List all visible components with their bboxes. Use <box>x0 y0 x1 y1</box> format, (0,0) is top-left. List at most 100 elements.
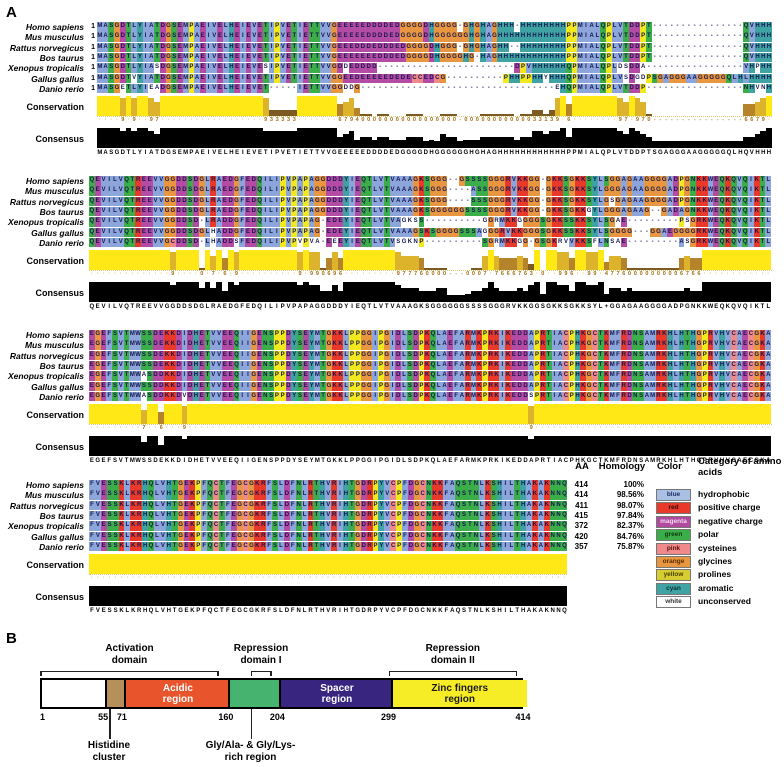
aa-count-value: 420 <box>574 531 588 541</box>
species-name: Mus musculus <box>24 340 84 351</box>
domain-region <box>105 680 126 707</box>
alignment-row: Gallus gallus E G E F S V T M W S S D D K K D I D H E T V V E E Q I… <box>0 381 784 392</box>
residue-number-tick: 160 <box>218 712 234 722</box>
alignment-row: Danio rerio F V E S S K L K R H Q L V H T G E K P F Q C T F E G C G K… <box>0 541 784 552</box>
species-name: Danio rerio <box>39 541 84 552</box>
aa-count-value: 414 <box>574 490 588 500</box>
domain-structure-diagram: B Acidic region Spacer region Zinc fingers re… <box>0 628 784 767</box>
residue-start-number: 1 <box>91 23 95 30</box>
color-swatch: blue <box>656 489 691 501</box>
domain-bracket-label: Repression domain II <box>425 643 481 666</box>
alignment-row: Mus musculus 1 M A S G D T L Y I A T D G S E M P A E I V E L H E I E… <box>0 32 784 42</box>
region-label: Spacer <box>320 682 354 694</box>
residue-start-number: 1 <box>91 84 95 92</box>
color-swatch: magenta <box>656 515 691 528</box>
consensus-histogram <box>97 128 772 149</box>
conservation-histogram <box>89 554 568 576</box>
alignment-row: Homo sapiens Q E V I L V Q T R E E V V G G D D S D G L R A E D G F E… <box>0 176 784 186</box>
conservation-histogram <box>89 404 772 426</box>
domain-bracket-label: Activation domain <box>105 643 154 666</box>
aa-count-value: 411 <box>575 500 588 510</box>
residue-start-number: 1 <box>91 74 95 82</box>
consensus-label: Consensus <box>35 442 84 453</box>
category-label: unconserved <box>698 596 751 607</box>
category-label: negative charge <box>698 515 763 526</box>
species-name: Homo sapiens <box>25 22 84 32</box>
aa-count-value: 372 <box>574 521 588 531</box>
species-name: Danio rerio <box>39 83 84 94</box>
consensus-label: Consensus <box>35 592 84 603</box>
alignment-row: Bos taurus Q E V I L V Q T R E E V V G G D D S D G L R A E D G F E D Q… <box>0 206 784 217</box>
category-label: cysteines <box>698 542 737 553</box>
species-name: Gallus gallus <box>31 73 84 84</box>
alignment-row: Homo sapiens F V E S S K L K R H Q L V H T G E K P F Q C T F E G C G… <box>0 480 784 490</box>
color-swatch: yellow <box>656 569 691 582</box>
legend-entry: white unconserved <box>656 596 784 609</box>
category-label: polar <box>698 529 719 540</box>
homology-percent-value: 82.37% <box>616 521 644 531</box>
region-label: Acidic <box>162 682 193 694</box>
domain-bracket <box>250 671 272 677</box>
alignment-row: Gallus gallus Q E V I L V Q T R E E V V G G D D S D G L H A D D G F… <box>0 227 784 238</box>
domain-region: Zinc fingers region <box>390 680 527 707</box>
alignment-row: Rattus norvegicus E G E F S V T M W S S D E K K D I D H E T V V… <box>0 350 784 361</box>
legend-entry: blue hydrophobic <box>656 489 784 501</box>
homology-percent-value: 98.56% <box>616 490 644 500</box>
species-name: Homo sapiens <box>25 480 84 490</box>
homology-column-header: Homology <box>598 461 646 472</box>
consensus-label: Consensus <box>35 134 84 145</box>
color-swatch: orange <box>656 556 691 568</box>
species-name: Rattus norvegicus <box>9 350 84 361</box>
homology-percent-value: 100% <box>623 480 644 489</box>
aa-column-header: AA <box>575 461 589 472</box>
conservation-scores: · · · · · · · · · · · · · · 9 · · · · 0 · 7 · 6 · 9 · · · · · · · · · · 9 · 9 9… <box>90 271 770 278</box>
species-name: Gallus gallus <box>31 381 84 392</box>
alignment-row: Xenopus tropicalis 1 M A S G D T L Y I A S D G S E M P A E I V… <box>0 63 784 73</box>
consensus-histogram <box>89 586 568 607</box>
region-label2: region <box>444 693 476 705</box>
species-name: Xenopus tropicalis <box>7 521 84 532</box>
callout-line <box>250 709 253 739</box>
alignment-block: Homo sapiens F V E S S K L K R H Q L V H T G E K P F Q C T F E G C G… <box>0 480 784 630</box>
species-name: Gallus gallus <box>31 227 84 238</box>
residue-start-number: 1 <box>91 64 95 72</box>
aa-count-value: 357 <box>574 541 588 551</box>
conservation-label: Conservation <box>26 256 84 267</box>
domain-region <box>42 680 106 707</box>
species-name: Bos taurus <box>39 360 84 371</box>
alignment-row: Mus musculus E G E F S V T M W S S D E K K D I D H E T V V E E Q I I… <box>0 340 784 350</box>
callout-label: Gly/Ala- & Gly/Lys-rich region <box>205 740 296 763</box>
alignment-row: Danio rerio 1 M A S G E T L Y I E A D G S E M P A E I V E L H E I E V… <box>0 83 784 94</box>
species-name: Rattus norvegicus <box>9 196 84 207</box>
species-name: Bos taurus <box>39 52 84 63</box>
domain-region: Acidic region <box>123 680 230 707</box>
category-label: positive charge <box>698 502 761 513</box>
color-swatch: white <box>656 596 691 609</box>
region-label2: region <box>321 693 353 705</box>
domain-bracket <box>388 671 518 677</box>
homology-percent-value: 97.84% <box>616 510 644 520</box>
species-name: Mus musculus <box>24 490 84 501</box>
species-name: Danio rerio <box>39 237 84 248</box>
alignment-row: Homo sapiens E G E F S V T M W S S D E K K D I D H E T V V E E Q I I… <box>0 330 784 340</box>
legend-entry: orange glycines <box>656 556 784 568</box>
residue-number-tick: 55 <box>98 712 109 722</box>
consensus-label: Consensus <box>35 288 84 299</box>
protein-bar: Acidic region Spacer region Zinc fingers regi… <box>40 678 527 709</box>
